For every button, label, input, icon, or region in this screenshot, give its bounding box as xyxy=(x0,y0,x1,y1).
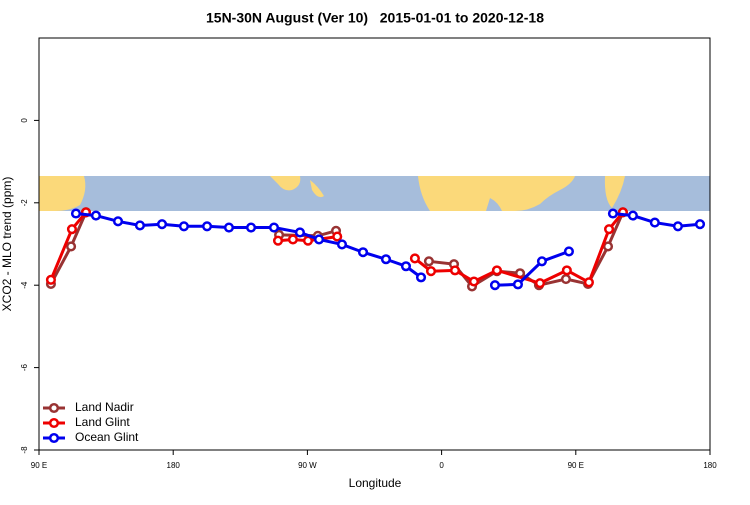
series-point xyxy=(313,234,325,245)
x-tick-label: 0 xyxy=(439,461,444,470)
x-axis-label: Longitude xyxy=(349,476,402,490)
series-point xyxy=(425,266,437,277)
series-point xyxy=(560,273,572,285)
series-point xyxy=(561,265,572,276)
series-point xyxy=(423,256,434,267)
series-point xyxy=(415,272,427,283)
chart-title: 15N-30N August (Ver 10) 2015-01-01 to 20… xyxy=(206,10,544,26)
series-point xyxy=(294,227,305,238)
series-point xyxy=(489,280,501,291)
series-point xyxy=(302,235,314,246)
x-tick-label: 90 E xyxy=(31,461,47,470)
legend-marker xyxy=(48,432,60,444)
series-point xyxy=(607,208,618,219)
series-point xyxy=(380,254,392,265)
x-tick-label: 180 xyxy=(167,461,181,470)
series-line xyxy=(413,211,625,285)
series-point xyxy=(178,221,189,232)
series-point xyxy=(512,279,523,290)
legend-marker xyxy=(48,417,60,429)
series-line xyxy=(494,250,570,287)
y-tick-label: -2 xyxy=(20,199,29,207)
plot-frame xyxy=(38,37,711,451)
y-tick-label: -6 xyxy=(20,363,29,371)
legend-marker xyxy=(48,402,60,414)
series-point xyxy=(90,210,102,221)
y-tick-label: 0 xyxy=(20,118,29,123)
series-point xyxy=(563,246,574,257)
series-line xyxy=(75,212,422,279)
legend-label: Ocean Glint xyxy=(75,430,139,444)
series-point xyxy=(534,278,546,289)
series-point xyxy=(287,234,298,245)
legend-label: Land Nadir xyxy=(75,400,134,414)
y-tick-label: -8 xyxy=(20,446,29,454)
x-tick-label: 90 W xyxy=(298,461,317,470)
series-point xyxy=(134,220,145,231)
series-point xyxy=(112,216,124,227)
series-point xyxy=(245,222,257,233)
series-point xyxy=(536,256,548,267)
series-point xyxy=(449,265,461,276)
series-point xyxy=(66,241,77,252)
series-point xyxy=(604,224,615,235)
series-point xyxy=(201,221,213,232)
series-point xyxy=(468,276,480,287)
series-point xyxy=(272,235,284,246)
x-tick-label: 180 xyxy=(703,461,717,470)
series-point xyxy=(583,277,594,288)
legend-label: Land Glint xyxy=(75,415,130,429)
series-point xyxy=(400,261,412,272)
series-point xyxy=(70,208,82,219)
series-point xyxy=(409,253,420,264)
series-point xyxy=(627,210,638,221)
series-point xyxy=(602,241,614,252)
series-point xyxy=(332,231,343,242)
series-point xyxy=(156,219,168,230)
series-point xyxy=(357,247,369,258)
series-point xyxy=(66,224,78,235)
series-point xyxy=(491,265,502,276)
y-axis-label: XCO2 - MLO trend (ppm) xyxy=(0,177,14,312)
series-point xyxy=(223,222,235,233)
map-background xyxy=(39,176,710,211)
series-point xyxy=(672,221,683,232)
y-tick-label: -4 xyxy=(20,281,29,289)
x-tick-label: 90 E xyxy=(568,461,584,470)
series-point xyxy=(45,274,56,285)
series-point xyxy=(649,217,660,228)
series-point xyxy=(694,219,706,230)
series-point xyxy=(268,222,280,233)
series-point xyxy=(336,239,348,250)
